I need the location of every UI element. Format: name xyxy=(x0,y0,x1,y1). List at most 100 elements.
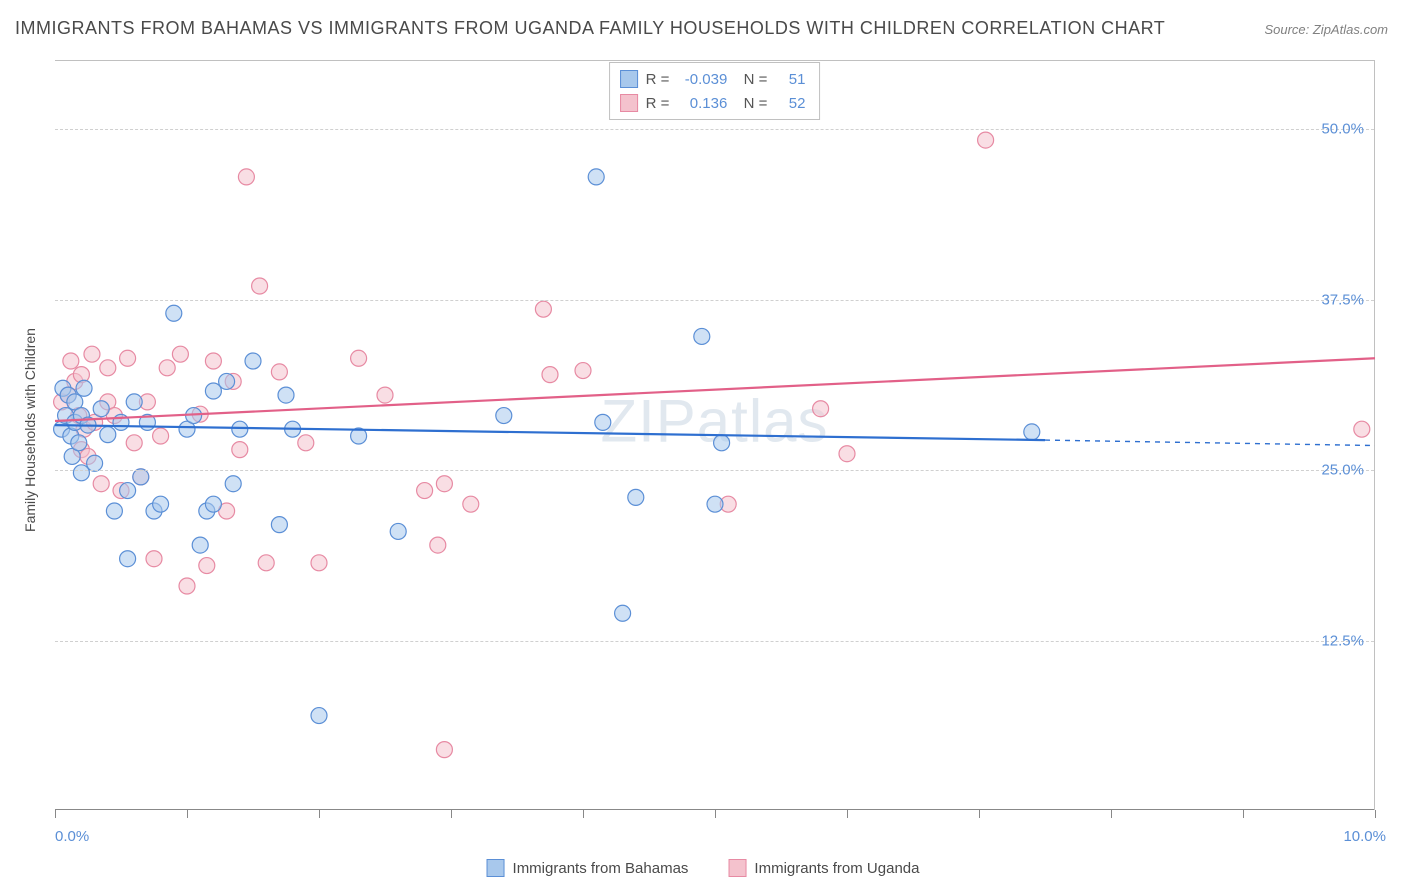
trend-line xyxy=(55,425,1045,440)
x-tick xyxy=(187,810,188,818)
x-tick xyxy=(1243,810,1244,818)
scatter-point xyxy=(126,394,142,410)
scatter-point xyxy=(595,414,611,430)
scatter-point xyxy=(694,328,710,344)
x-tick xyxy=(1111,810,1112,818)
x-tick xyxy=(715,810,716,818)
x-tick-label-min: 0.0% xyxy=(55,828,89,867)
gridline xyxy=(55,300,1374,301)
scatter-point xyxy=(120,350,136,366)
scatter-point xyxy=(707,496,723,512)
scatter-point xyxy=(1024,424,1040,440)
scatter-point xyxy=(714,435,730,451)
scatter-point xyxy=(146,551,162,567)
scatter-point xyxy=(166,305,182,321)
x-tick xyxy=(319,810,320,818)
y-tick-label: 12.5% xyxy=(1321,632,1364,649)
x-tick xyxy=(451,810,452,818)
scatter-point xyxy=(179,578,195,594)
scatter-point xyxy=(87,455,103,471)
scatter-point xyxy=(463,496,479,512)
x-tick xyxy=(979,810,980,818)
x-tick xyxy=(1375,810,1376,818)
scatter-point xyxy=(535,301,551,317)
scatter-point xyxy=(93,476,109,492)
scatter-point xyxy=(126,435,142,451)
bottom-swatch-bahamas xyxy=(487,859,505,877)
bottom-swatch-uganda xyxy=(728,859,746,877)
scatter-point xyxy=(63,353,79,369)
source-attribution: Source: ZipAtlas.com xyxy=(1264,22,1388,37)
y-tick-label: 50.0% xyxy=(1321,121,1364,138)
chart-svg xyxy=(55,61,1374,810)
scatter-point xyxy=(588,169,604,185)
x-tick xyxy=(847,810,848,818)
chart-title: IMMIGRANTS FROM BAHAMAS VS IMMIGRANTS FR… xyxy=(15,18,1165,39)
scatter-point xyxy=(390,523,406,539)
scatter-point xyxy=(205,496,221,512)
scatter-point xyxy=(76,380,92,396)
scatter-point xyxy=(1354,421,1370,437)
bottom-legend: Immigrants from Bahamas Immigrants from … xyxy=(487,859,920,877)
scatter-point xyxy=(120,551,136,567)
bottom-legend-item-uganda: Immigrants from Uganda xyxy=(728,859,919,877)
scatter-point xyxy=(100,360,116,376)
scatter-point xyxy=(298,435,314,451)
scatter-point xyxy=(628,489,644,505)
scatter-point xyxy=(106,503,122,519)
scatter-point xyxy=(252,278,268,294)
scatter-point xyxy=(84,346,100,362)
scatter-point xyxy=(225,476,241,492)
scatter-point xyxy=(575,363,591,379)
scatter-point xyxy=(93,401,109,417)
trend-line-extrapolated xyxy=(1045,440,1375,445)
scatter-point xyxy=(813,401,829,417)
scatter-point xyxy=(430,537,446,553)
scatter-point xyxy=(311,708,327,724)
bottom-label-bahamas: Immigrants from Bahamas xyxy=(513,860,689,877)
scatter-point xyxy=(542,367,558,383)
scatter-point xyxy=(238,169,254,185)
scatter-point xyxy=(496,408,512,424)
gridline xyxy=(55,470,1374,471)
x-tick xyxy=(583,810,584,818)
scatter-point xyxy=(377,387,393,403)
scatter-point xyxy=(71,435,87,451)
y-tick-label: 25.0% xyxy=(1321,462,1364,479)
bottom-label-uganda: Immigrants from Uganda xyxy=(754,860,919,877)
x-tick xyxy=(55,810,56,818)
scatter-point xyxy=(271,517,287,533)
scatter-point xyxy=(205,353,221,369)
scatter-point xyxy=(199,558,215,574)
scatter-point xyxy=(219,373,235,389)
plot-area: ZIPatlas R = -0.039 N = 51 R = 0.136 N =… xyxy=(55,60,1375,810)
y-tick-label: 37.5% xyxy=(1321,291,1364,308)
scatter-point xyxy=(615,605,631,621)
scatter-point xyxy=(417,483,433,499)
scatter-point xyxy=(436,742,452,758)
scatter-point xyxy=(271,364,287,380)
scatter-point xyxy=(839,446,855,462)
scatter-point xyxy=(311,555,327,571)
x-tick-label-max: 10.0% xyxy=(1343,828,1386,845)
scatter-point xyxy=(192,537,208,553)
bottom-legend-item-bahamas: Immigrants from Bahamas xyxy=(487,859,689,877)
scatter-point xyxy=(351,350,367,366)
scatter-point xyxy=(120,483,136,499)
scatter-point xyxy=(436,476,452,492)
scatter-point xyxy=(153,496,169,512)
scatter-point xyxy=(172,346,188,362)
scatter-point xyxy=(232,442,248,458)
gridline xyxy=(55,129,1374,130)
y-axis-label: Family Households with Children xyxy=(22,328,38,532)
scatter-point xyxy=(978,132,994,148)
gridline xyxy=(55,641,1374,642)
scatter-point xyxy=(258,555,274,571)
scatter-point xyxy=(159,360,175,376)
scatter-point xyxy=(245,353,261,369)
scatter-point xyxy=(100,427,116,443)
scatter-point xyxy=(232,421,248,437)
scatter-point xyxy=(133,469,149,485)
scatter-point xyxy=(278,387,294,403)
scatter-point xyxy=(153,428,169,444)
